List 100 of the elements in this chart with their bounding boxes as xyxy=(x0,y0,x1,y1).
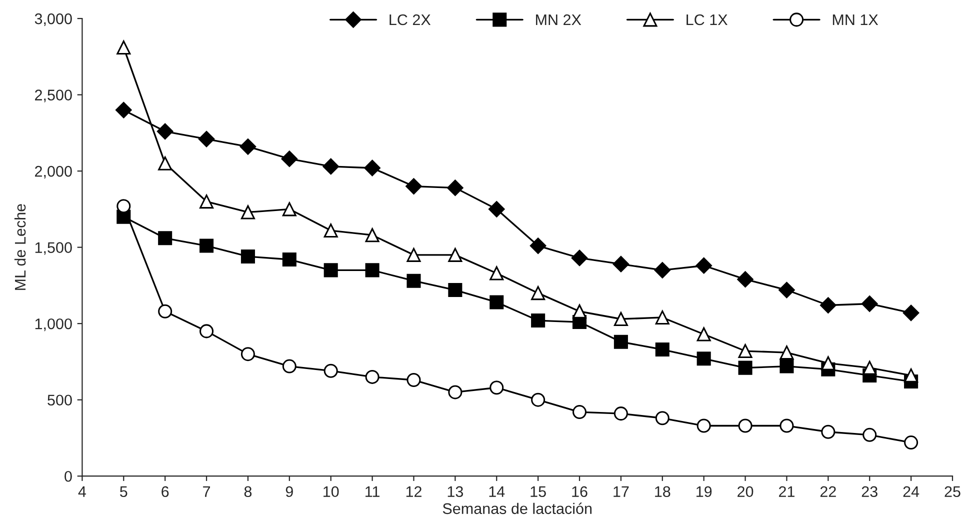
point xyxy=(904,368,918,382)
x-tick-label: 8 xyxy=(244,486,252,498)
x-tick-label: 5 xyxy=(120,486,128,498)
legend-label: MN 1X xyxy=(832,14,878,26)
x-tick-label: 6 xyxy=(162,486,169,498)
point xyxy=(530,238,546,254)
point xyxy=(324,364,338,378)
point xyxy=(531,314,546,328)
x-tick-label: 11 xyxy=(366,486,380,497)
point xyxy=(448,385,462,400)
y-tick-label: 2,500 xyxy=(35,90,72,102)
point xyxy=(116,40,131,55)
y-tick-label: 1,000 xyxy=(35,318,72,332)
y-tick-label: 0 xyxy=(64,470,72,482)
point xyxy=(406,372,421,388)
point xyxy=(696,327,711,342)
point xyxy=(282,252,296,267)
point xyxy=(240,205,255,220)
point xyxy=(158,156,172,170)
x-tick-label: 25 xyxy=(944,486,960,498)
x-tick-label: 24 xyxy=(903,486,920,497)
point xyxy=(614,312,628,326)
y-tick-label: 2,000 xyxy=(35,166,72,179)
point xyxy=(281,150,298,167)
point xyxy=(116,102,132,118)
point xyxy=(490,380,504,395)
point xyxy=(365,228,380,242)
point xyxy=(612,256,630,272)
point xyxy=(821,424,836,439)
point xyxy=(322,158,339,175)
point xyxy=(406,274,421,288)
point xyxy=(738,360,752,375)
point xyxy=(240,249,255,264)
point xyxy=(490,295,504,310)
x-tick-label: 10 xyxy=(324,486,339,498)
x-tick-label: 20 xyxy=(738,486,754,498)
point xyxy=(780,359,794,374)
point xyxy=(116,199,131,214)
point xyxy=(240,138,256,155)
x-axis-title: Semanas de lactación xyxy=(442,502,592,514)
x-tick-label: 13 xyxy=(448,486,464,498)
point xyxy=(904,436,918,450)
point xyxy=(571,250,588,266)
point xyxy=(448,248,462,262)
point xyxy=(447,180,464,196)
point xyxy=(614,406,628,421)
x-tick-label: 22 xyxy=(820,486,836,497)
x-tick-label: 21 xyxy=(778,486,794,497)
point xyxy=(655,411,670,426)
point xyxy=(862,360,877,375)
legend-label: MN 2X xyxy=(536,14,582,26)
point xyxy=(198,130,215,148)
legend-label: LC 2X xyxy=(390,14,431,26)
point xyxy=(365,263,380,278)
point xyxy=(655,310,670,324)
point xyxy=(282,202,296,216)
point xyxy=(780,418,794,433)
point xyxy=(738,418,752,433)
point xyxy=(738,344,752,358)
point xyxy=(696,257,712,274)
x-tick-label: 14 xyxy=(489,486,505,497)
point xyxy=(531,392,546,407)
point xyxy=(655,342,670,357)
point xyxy=(364,160,380,176)
point xyxy=(821,356,836,370)
point xyxy=(902,304,920,322)
point xyxy=(200,238,214,253)
point xyxy=(572,405,587,420)
x-tick-label: 12 xyxy=(406,486,422,497)
point xyxy=(531,286,546,300)
point xyxy=(862,428,877,442)
point xyxy=(324,263,338,278)
point xyxy=(240,347,255,362)
point xyxy=(158,304,172,318)
y-tick-label: 500 xyxy=(48,394,72,406)
point xyxy=(448,283,462,298)
x-tick-label: 23 xyxy=(862,486,878,498)
point xyxy=(614,334,628,349)
point xyxy=(156,123,174,140)
point xyxy=(861,296,878,312)
legend-label: LC 1X xyxy=(686,14,728,26)
x-tick-label: 18 xyxy=(655,486,670,498)
point xyxy=(696,352,711,366)
y-axis-title: ML de Leche xyxy=(14,204,26,290)
x-tick-label: 4 xyxy=(78,486,86,497)
point xyxy=(696,418,711,433)
point xyxy=(820,297,836,314)
x-tick-label: 7 xyxy=(203,486,210,497)
point xyxy=(365,370,380,384)
point xyxy=(780,346,794,360)
y-tick-label: 3,000 xyxy=(34,13,72,26)
point xyxy=(406,178,422,194)
point xyxy=(737,271,754,288)
point xyxy=(200,194,214,209)
point xyxy=(406,248,421,262)
point xyxy=(200,324,214,338)
x-tick-label: 9 xyxy=(286,486,293,498)
point xyxy=(490,266,504,280)
point xyxy=(572,304,587,318)
point xyxy=(158,231,172,246)
